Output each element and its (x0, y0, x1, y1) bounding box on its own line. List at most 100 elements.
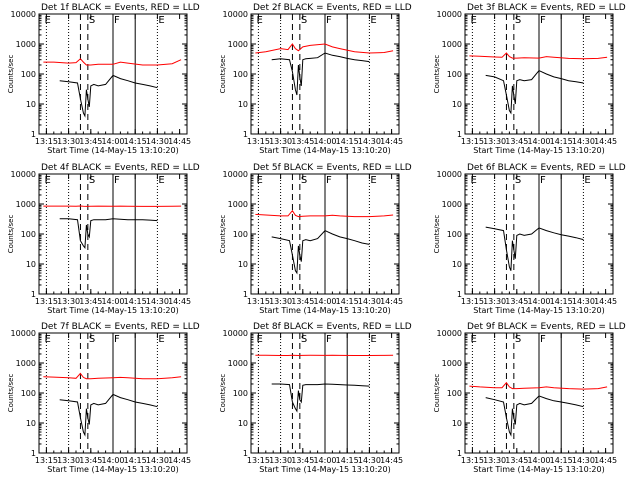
event-marker-label: S (515, 175, 521, 186)
y-axis-title: Counts/sec (219, 215, 227, 254)
x-tick-label: 13:30 (483, 456, 506, 465)
x-tick-label: 13:15 (35, 137, 58, 146)
event-marker-label: S (89, 175, 95, 186)
x-tick-label: 13:15 (461, 137, 484, 146)
y-tick-label: 1000 (16, 200, 36, 209)
y-tick-label: 100 (21, 70, 36, 79)
events-series-line (271, 229, 370, 275)
x-tick-label: 14:15 (550, 137, 573, 146)
x-tick-label: 13:45 (291, 137, 314, 146)
x-tick-label: 13:15 (35, 456, 58, 465)
event-marker-label: E (256, 15, 262, 26)
x-tick-label: 14:30 (358, 297, 381, 306)
event-marker-label: E (256, 334, 262, 345)
x-tick-label: 13:30 (269, 297, 292, 306)
lld-series-line (43, 372, 182, 380)
x-tick-label: 13:30 (57, 297, 80, 306)
events-series-line (485, 69, 584, 115)
x-tick-label: 13:45 (505, 456, 528, 465)
event-marker-label: E (370, 334, 376, 345)
y-tick-label: 1 (457, 290, 462, 299)
event-marker-label: S (515, 334, 521, 345)
x-tick-label: 13:30 (483, 297, 506, 306)
x-tick-label: 14:45 (380, 456, 403, 465)
event-marker-label: F (540, 15, 546, 26)
x-tick-label: 14:15 (124, 456, 147, 465)
event-marker-label: E (470, 175, 476, 186)
y-tick-label: 1000 (228, 359, 248, 368)
y-tick-label: 10000 (223, 170, 248, 179)
y-tick-label: 10000 (11, 329, 36, 338)
y-tick-label: 1 (243, 449, 248, 458)
lld-series-line (255, 209, 394, 218)
y-axis-title: Counts/sec (433, 55, 441, 94)
y-tick-label: 1 (243, 130, 248, 139)
x-axis-title: Start Time (14-May-15 13:10:20) (259, 306, 390, 315)
y-tick-label: 10000 (11, 10, 36, 19)
x-tick-label: 14:00 (527, 137, 550, 146)
x-tick-label: 13:15 (247, 297, 270, 306)
event-marker-label: S (89, 334, 95, 345)
event-marker-label: E (44, 175, 50, 186)
event-marker-label: F (114, 15, 120, 26)
y-tick-label: 1000 (442, 359, 462, 368)
event-marker-label: S (515, 15, 521, 26)
lld-series-line (469, 52, 608, 60)
x-axis-title: Start Time (14-May-15 13:10:20) (47, 146, 178, 155)
detector-panel: Det 3f BLACK = Events, RED = LLD 1 10 100 10… (433, 3, 626, 155)
x-tick-label: 14:30 (572, 297, 595, 306)
x-tick-label: 13:45 (79, 456, 102, 465)
detector-panel: Det 7f BLACK = Events, RED = LLD 1 10 100 10… (7, 322, 200, 474)
y-axis-title: Counts/sec (433, 215, 441, 254)
detector-panel: Det 8f BLACK = Events, RED = LLD 1 10 100 10… (219, 322, 412, 474)
event-marker-label: F (326, 15, 332, 26)
y-tick-label: 10 (238, 100, 248, 109)
y-tick-label: 1000 (16, 359, 36, 368)
event-marker-label: E (158, 334, 164, 345)
lld-series-line (43, 58, 182, 66)
detector-panel: Det 9f BLACK = Events, RED = LLD 1 10 100 10… (433, 322, 626, 474)
y-tick-label: 10 (238, 419, 248, 428)
x-tick-label: 14:45 (594, 297, 617, 306)
y-tick-label: 10000 (437, 10, 462, 19)
event-marker-label: E (470, 15, 476, 26)
event-marker-label: E (370, 15, 376, 26)
x-tick-label: 14:00 (101, 456, 124, 465)
events-series-line (485, 226, 584, 271)
x-tick-label: 13:45 (291, 297, 314, 306)
x-tick-label: 14:30 (358, 137, 381, 146)
event-marker-label: E (158, 175, 164, 186)
x-tick-label: 14:45 (168, 297, 191, 306)
event-marker-label: E (584, 175, 590, 186)
event-marker-label: F (540, 334, 546, 345)
detector-panel: Det 6f BLACK = Events, RED = LLD 1 10 100 10… (433, 163, 626, 315)
y-tick-label: 100 (233, 389, 248, 398)
y-tick-label: 100 (21, 230, 36, 239)
event-marker-label: S (301, 15, 307, 26)
y-tick-label: 10000 (223, 329, 248, 338)
lld-series-line (469, 381, 608, 390)
event-marker-label: E (256, 175, 262, 186)
event-marker-label: S (301, 175, 307, 186)
x-tick-label: 14:30 (572, 137, 595, 146)
x-tick-label: 13:30 (269, 137, 292, 146)
panel-title: Det 1f BLACK = Events, RED = LLD (41, 3, 200, 13)
x-tick-label: 14:15 (336, 137, 359, 146)
x-tick-label: 13:15 (461, 297, 484, 306)
panel-title: Det 6f BLACK = Events, RED = LLD (467, 163, 626, 173)
x-tick-label: 13:30 (483, 137, 506, 146)
y-tick-label: 100 (233, 230, 248, 239)
event-marker-label: E (158, 15, 164, 26)
events-series-line (59, 74, 158, 118)
x-tick-label: 14:00 (313, 297, 336, 306)
x-tick-label: 14:00 (101, 137, 124, 146)
detector-panel: Det 2f BLACK = Events, RED = LLD 1 10 100 10… (219, 3, 412, 155)
y-tick-label: 10 (26, 100, 36, 109)
x-tick-label: 14:45 (594, 137, 617, 146)
panel-title: Det 7f BLACK = Events, RED = LLD (41, 322, 200, 332)
x-tick-label: 13:45 (291, 456, 314, 465)
y-axis-title: Counts/sec (219, 374, 227, 413)
panel-title: Det 9f BLACK = Events, RED = LLD (467, 322, 626, 332)
x-axis-title: Start Time (14-May-15 13:10:20) (47, 306, 178, 315)
events-series-line (59, 218, 158, 249)
